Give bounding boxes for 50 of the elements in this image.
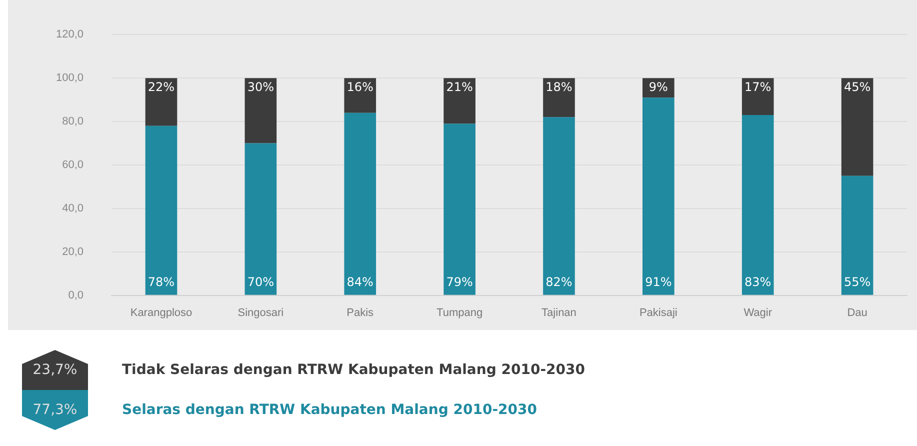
hexagon-swatch: 23,7% (22, 350, 88, 390)
bar (145, 126, 178, 295)
data-label: 91% (645, 275, 672, 290)
data-label: 83% (744, 275, 772, 290)
bar (543, 117, 575, 295)
bar (543, 78, 575, 118)
text: Selaras dengan RTRW Kabupaten Malang 2010-2030 (122, 402, 537, 418)
y-tick-label: 120,0 (56, 28, 84, 41)
data-label: 17% (744, 80, 772, 94)
y-tick-label: 80,0 (62, 116, 84, 128)
x-tick-label: Tumpang (436, 307, 483, 320)
bar (444, 124, 476, 295)
x-tick-label: Dau (847, 307, 868, 320)
bar (244, 143, 277, 295)
data-label: 84% (346, 275, 374, 290)
x-tick-label: Tajinan (542, 307, 576, 320)
hexagon-swatch: 77,3% (22, 390, 88, 430)
data-label: 18% (546, 80, 572, 94)
bar (742, 78, 774, 116)
data-label: 9% (648, 80, 668, 94)
bar (444, 78, 476, 124)
y-tick-label: 60,0 (62, 159, 84, 172)
text: Tidak Selaras dengan RTRW Kabupaten Malang 2010-2030 (122, 362, 585, 378)
data-label: 21% (446, 80, 473, 94)
x-tick-label: Wagir (744, 307, 772, 320)
bar (344, 78, 376, 113)
bar (145, 78, 178, 126)
data-label: 16% (346, 80, 374, 94)
data-label: 55% (844, 275, 871, 290)
data-label: 78% (148, 275, 175, 290)
data-label: 30% (247, 80, 274, 94)
bar (742, 115, 774, 295)
bar (642, 98, 674, 295)
x-tick-label: Pakisaji (639, 307, 678, 320)
y-tick-label: 100,0 (56, 72, 84, 84)
y-tick-label: 40,0 (62, 202, 84, 214)
y-tick-label: 20,0 (62, 246, 84, 258)
x-tick-label: Singosari (238, 307, 284, 320)
x-tick-label: Pakis (346, 307, 374, 320)
bar (244, 78, 277, 144)
data-label: 79% (446, 275, 473, 290)
data-label: 22% (148, 80, 175, 94)
bar (344, 112, 376, 295)
bar (841, 78, 874, 176)
data-label: 70% (247, 275, 274, 290)
data-label: 82% (546, 275, 572, 290)
bar (841, 176, 874, 295)
y-tick-label: 0,0 (68, 289, 84, 302)
data-label: 45% (844, 80, 871, 94)
x-tick-label: Karangploso (130, 307, 192, 320)
